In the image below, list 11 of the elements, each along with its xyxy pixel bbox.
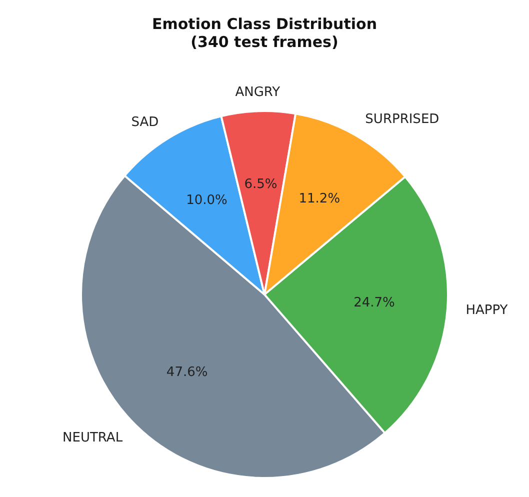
data-label: 6.5%	[244, 176, 278, 192]
slice-label: SURPRISED	[365, 112, 440, 127]
slice-label: HAPPY	[466, 302, 508, 318]
data-label: 11.2%	[298, 191, 340, 206]
slice-label: ANGRY	[235, 85, 280, 100]
slice-label: NEUTRAL	[62, 430, 124, 446]
chart-title: Emotion Class Distribution (340 test frames)	[152, 14, 377, 51]
data-label: 24.7%	[354, 296, 395, 311]
slice-label: SAD	[131, 115, 159, 130]
data-label: 10.0%	[186, 193, 228, 208]
data-label: 47.6%	[166, 365, 208, 380]
